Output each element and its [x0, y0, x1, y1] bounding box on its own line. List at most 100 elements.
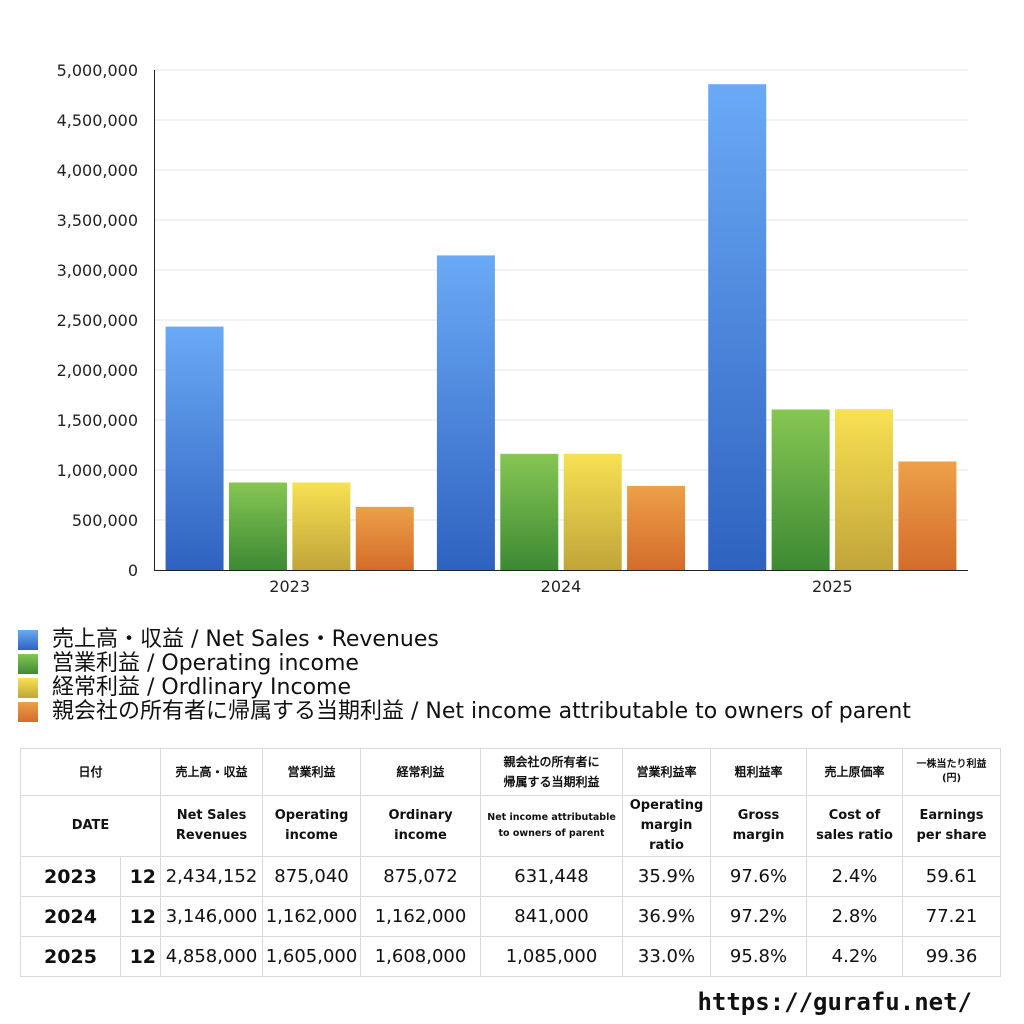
legend-swatch-net: [18, 702, 38, 722]
header-op-margin-en: Operating margin ratio: [622, 795, 712, 857]
site-url[interactable]: https://gurafu.net/: [697, 988, 972, 1016]
header-eps-en-line1: Earnings: [919, 808, 984, 823]
header-op-margin-en-line1: Operating: [629, 798, 704, 813]
gridlines: [154, 69, 968, 521]
header-gross-ja: 粗利益率: [710, 748, 808, 796]
cell-gross: 97.2%: [710, 896, 808, 937]
y-tick-label: 1,500,000: [57, 411, 138, 430]
header-sales-en-line2: Revenues: [175, 828, 248, 843]
table-row: 2025 12 4,858,000 1,605,000 1,608,000 1,…: [20, 936, 1002, 977]
legend-label: 親会社の所有者に帰属する当期利益 / Net income attributab…: [52, 699, 911, 724]
bar-2025-series-0: [708, 84, 767, 570]
x-tick-label: 2025: [812, 577, 853, 596]
cell-cost: 4.2%: [806, 936, 904, 977]
header-sales-en-line1: Net Sales: [176, 808, 247, 823]
table-row: 2023 12 2,434,152 875,040 875,072 631,44…: [20, 856, 1002, 897]
cell-year: 2025: [20, 936, 121, 977]
header-gross-en: Gross margin: [710, 795, 808, 857]
table-header-ja: 日付 売上高・収益 営業利益 経常利益 親会社の所有者に 帰属する当期利益 営業利…: [19, 748, 1002, 796]
header-gross-en-line1: Gross: [737, 808, 780, 823]
cell-year: 2024: [20, 896, 121, 937]
cell-gross: 95.8%: [710, 936, 808, 977]
header-ordinary-en-line1: Ordinary: [388, 808, 453, 823]
cell-op-margin: 35.9%: [622, 856, 712, 897]
cell-month: 12: [119, 896, 162, 937]
header-sales-ja: 売上高・収益: [160, 748, 264, 796]
header-eps-en: Earnings per share: [902, 795, 1002, 857]
header-eps-ja-line2: (円): [941, 773, 962, 784]
y-axis-ticks: 0 500,000 1,000,000 1,500,000 2,000,000 2,500…: [57, 61, 138, 580]
y-tick-label: 0: [128, 561, 138, 580]
cell-cost: 2.4%: [806, 856, 904, 897]
cell-sales: 2,434,152: [160, 856, 264, 897]
y-tick-label: 3,500,000: [57, 211, 138, 230]
legend-item: 売上高・収益 / Net Sales・Revenues: [18, 628, 911, 652]
y-tick-label: 4,500,000: [57, 111, 138, 130]
cell-sales: 4,858,000: [160, 936, 264, 977]
header-cost-ja: 売上原価率: [806, 748, 904, 796]
y-tick-label: 2,000,000: [57, 361, 138, 380]
cell-eps: 99.36: [902, 936, 1002, 977]
legend-label: 売上高・収益 / Net Sales・Revenues: [52, 627, 439, 652]
bar-2025-series-3: [898, 461, 957, 570]
cell-gross: 97.6%: [710, 856, 808, 897]
bar-2023-series-0: [165, 326, 224, 570]
legend-swatch-sales: [18, 630, 38, 650]
cell-operating: 875,040: [262, 856, 362, 897]
y-tick-label: 5,000,000: [57, 61, 138, 80]
legend: 売上高・収益 / Net Sales・Revenues 営業利益 / Opera…: [18, 628, 911, 724]
cell-net: 1,085,000: [480, 936, 624, 977]
cell-ordinary: 1,608,000: [360, 936, 482, 977]
header-eps-en-line2: per share: [916, 828, 987, 843]
header-sales-en: Net Sales Revenues: [160, 795, 264, 857]
bar-2025-series-2: [835, 409, 894, 570]
y-tick-label: 2,500,000: [57, 311, 138, 330]
legend-item: 経常利益 / Ordlinary Income: [18, 676, 911, 700]
bar-2024-series-0: [436, 255, 495, 570]
header-ordinary-ja: 経常利益: [360, 748, 482, 796]
bar-2023-series-2: [292, 482, 351, 570]
bar-2025-series-1: [771, 409, 830, 570]
header-net-en: Net income attributable to owners of pare…: [480, 795, 624, 857]
y-tick-label: 1,000,000: [57, 461, 138, 480]
cell-ordinary: 875,072: [360, 856, 482, 897]
legend-item: 親会社の所有者に帰属する当期利益 / Net income attributab…: [18, 700, 911, 724]
cell-cost: 2.8%: [806, 896, 904, 937]
cell-year: 2023: [20, 856, 121, 897]
cell-month: 12: [119, 936, 162, 977]
x-tick-label: 2023: [269, 577, 310, 596]
header-operating-en: Operating income: [262, 795, 362, 857]
header-ordinary-en: Ordinary income: [360, 795, 482, 857]
cell-eps: 77.21: [902, 896, 1002, 937]
legend-item: 営業利益 / Operating income: [18, 652, 911, 676]
header-operating-ja: 営業利益: [262, 748, 362, 796]
header-net-ja: 親会社の所有者に 帰属する当期利益: [480, 748, 624, 796]
legend-label: 経常利益 / Ordlinary Income: [52, 675, 351, 700]
header-op-margin-ja: 営業利益率: [622, 748, 712, 796]
legend-label: 営業利益 / Operating income: [52, 651, 359, 676]
y-tick-label: 3,000,000: [57, 261, 138, 280]
cell-operating: 1,162,000: [262, 896, 362, 937]
y-tick-label: 500,000: [72, 511, 138, 530]
cell-net: 631,448: [480, 856, 624, 897]
bar-2024-series-3: [627, 485, 686, 570]
header-eps-ja-line1: 一株当たり利益: [916, 759, 987, 770]
cell-operating: 1,605,000: [262, 936, 362, 977]
legend-swatch-ordinary: [18, 678, 38, 698]
cell-op-margin: 36.9%: [622, 896, 712, 937]
cell-ordinary: 1,162,000: [360, 896, 482, 937]
bars: [165, 84, 957, 570]
x-axis-ticks: 2023 2024 2025: [269, 577, 852, 596]
header-cost-en-line2: sales ratio: [816, 828, 893, 843]
legend-swatch-operating: [18, 654, 38, 674]
bar-2024-series-1: [500, 453, 559, 570]
bar-2023-series-3: [355, 506, 414, 570]
header-op-margin-en-line3: ratio: [649, 838, 684, 853]
cell-net: 841,000: [480, 896, 624, 937]
header-net-ja-line2: 帰属する当期利益: [503, 775, 600, 789]
header-cost-en-line1: Cost of: [828, 808, 881, 823]
x-tick-label: 2024: [541, 577, 582, 596]
header-date-en: DATE: [19, 795, 162, 857]
header-op-margin-en-line2: margin: [640, 818, 693, 833]
financial-table: 日付 売上高・収益 営業利益 経常利益 親会社の所有者に 帰属する当期利益 営業利…: [19, 748, 1002, 977]
